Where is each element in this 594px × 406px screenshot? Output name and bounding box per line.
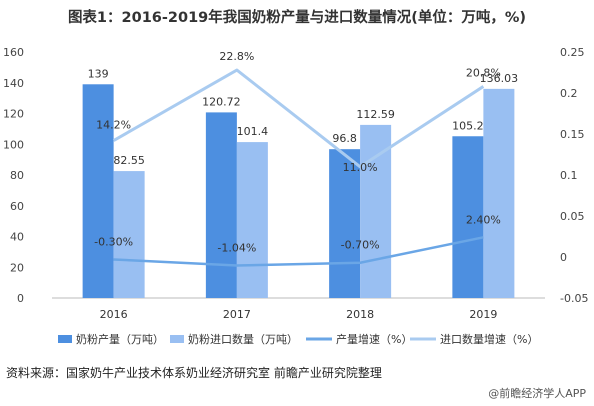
bar-2018-imports (360, 124, 392, 298)
x-tick-label: 2016 (100, 308, 128, 321)
legend-label: 产量增速（%） (336, 332, 412, 346)
bar-2017-production (205, 112, 237, 298)
left-tick-label: 60 (10, 200, 24, 213)
line-data-label: -0.30% (94, 235, 133, 248)
line-data-label: 20.8% (466, 66, 501, 79)
left-tick-label: 40 (10, 231, 24, 244)
production-growth-line (113, 236, 484, 267)
left-tick-label: 140 (3, 77, 24, 90)
lines (112, 68, 485, 267)
bar-data-label: 82.55 (113, 154, 145, 167)
bar-2019-production (452, 136, 484, 298)
legend-swatch (170, 335, 184, 343)
right-tick-label: 0.15 (560, 128, 585, 141)
left-tick-label: 160 (3, 46, 24, 59)
left-tick-label: 20 (10, 261, 24, 274)
bar-2016-imports (113, 171, 145, 298)
bar-data-label: 105.2 (452, 119, 484, 132)
line-data-label: 14.2% (96, 119, 131, 132)
right-axis-ticks: -0.05 0 0.05 0.1 0.15 0.2 0.25 (560, 46, 588, 305)
bar-data-label: 96.8 (332, 132, 357, 145)
legend-label: 奶粉产量（万吨） (76, 332, 164, 346)
bar-2016-production (82, 84, 114, 298)
right-tick-label: 0 (560, 251, 567, 264)
source-note: 资料来源：国家奶牛产业技术体系奶业经济研究室 前瞻产业研究院整理 (6, 366, 382, 380)
legend-label: 奶粉进口数量（万吨） (188, 332, 298, 346)
data-labels: 139 120.72 96.8 105.2 82.55 101.4 112.59 136.03… (88, 50, 519, 254)
bar-2017-imports (236, 142, 268, 298)
left-tick-label: 100 (3, 138, 24, 151)
bar-data-label: 112.59 (356, 108, 395, 121)
left-tick-label: 120 (3, 108, 24, 121)
combo-chart: 0 20 40 60 80 100 120 140 160 -0.05 0 0.05 0.1 0.15 0… (3, 46, 588, 346)
right-tick-label: 0.2 (560, 87, 578, 100)
credit-text: @前瞻经济学人APP (488, 387, 586, 400)
x-tick-label: 2019 (469, 308, 497, 321)
chart-title: 图表1：2016-2019年我国奶粉产量与进口数量情况(单位：万吨，%) (67, 10, 527, 26)
bar-data-label: 139 (88, 67, 109, 80)
bars (82, 84, 515, 298)
left-tick-label: 80 (10, 169, 24, 182)
bar-data-label: 120.72 (202, 95, 241, 108)
bar-data-label: 136.03 (480, 72, 519, 85)
line-data-label: 22.8% (219, 50, 254, 63)
line-data-label: -0.70% (341, 239, 380, 252)
bar-2019-imports (483, 88, 515, 298)
bar-data-label: 101.4 (237, 125, 269, 138)
legend-label: 进口数量增速（%） (440, 332, 538, 346)
x-axis-ticks: 2016 2017 2018 2019 (100, 308, 498, 321)
right-tick-label: 0.05 (560, 210, 585, 223)
right-tick-label: 0.1 (560, 169, 578, 182)
line-data-label: 2.40% (466, 213, 501, 226)
legend: 奶粉产量（万吨） 奶粉进口数量（万吨） 产量增速（%） 进口数量增速（%） (58, 332, 538, 346)
line-data-label: 11.0% (343, 161, 378, 174)
import-growth-line (112, 68, 485, 169)
left-axis-ticks: 0 20 40 60 80 100 120 140 160 (3, 46, 24, 305)
legend-swatch (58, 335, 72, 343)
left-tick-label: 0 (17, 292, 24, 305)
right-tick-label: -0.05 (560, 292, 588, 305)
bar-2018-production (329, 149, 361, 298)
right-tick-label: 0.25 (560, 46, 585, 59)
line-data-label: -1.04% (217, 242, 256, 255)
x-tick-label: 2018 (346, 308, 374, 321)
x-tick-label: 2017 (223, 308, 251, 321)
